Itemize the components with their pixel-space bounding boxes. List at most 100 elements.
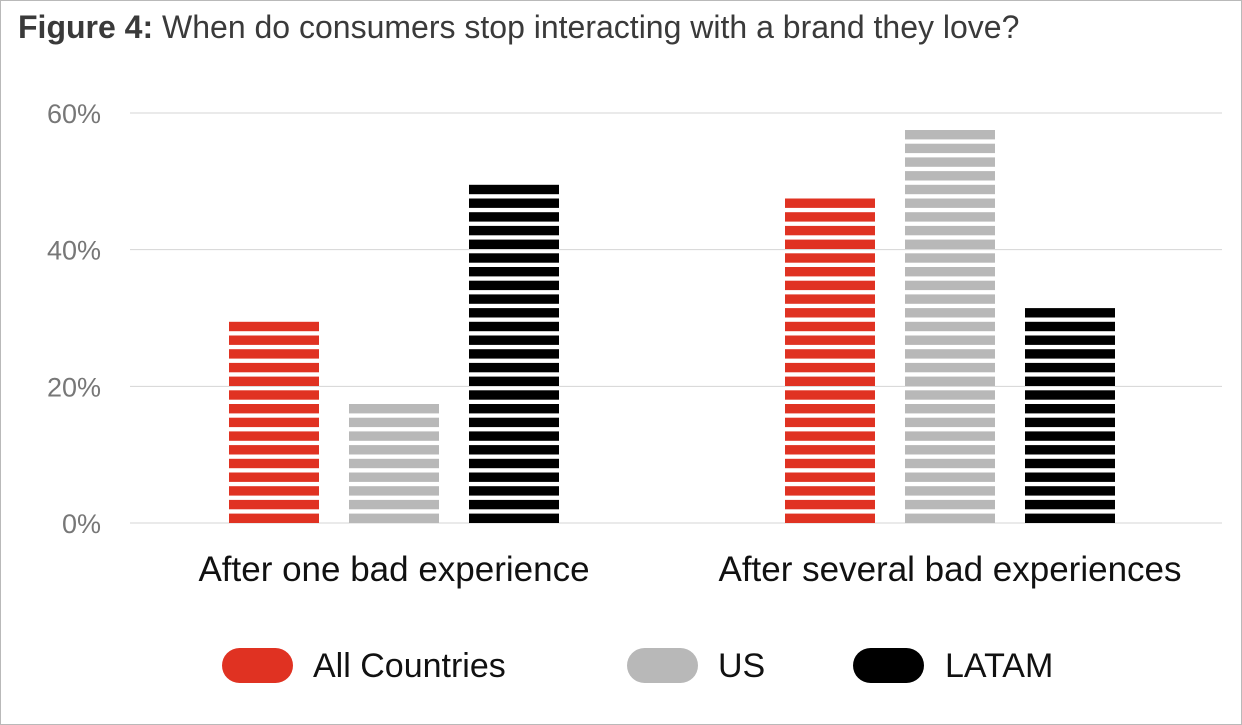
bar-stripe: [349, 431, 439, 441]
y-tick-label: 40%: [47, 236, 101, 266]
bar-stripe: [469, 280, 559, 291]
bar: [785, 198, 875, 523]
bar-stripe: [1025, 390, 1115, 400]
bar-stripe: [1025, 335, 1115, 345]
bar-stripe: [785, 417, 875, 428]
bar-stripe: [905, 349, 995, 359]
bar-stripe: [1025, 321, 1115, 332]
chart-title-lead: Figure 4:: [18, 9, 154, 45]
bar-stripe: [469, 486, 559, 496]
bar-stripe: [905, 212, 995, 222]
legend-label: LATAM: [945, 647, 1053, 685]
y-tick-label: 20%: [47, 372, 101, 402]
bar-stripe: [1025, 458, 1115, 469]
bar-stripe: [905, 445, 995, 455]
bar-stripe: [905, 157, 995, 167]
bar-stripe: [905, 390, 995, 400]
bar-stripe: [469, 458, 559, 469]
bar-stripe: [229, 335, 319, 345]
bar-stripe: [905, 431, 995, 441]
y-tick-label: 0%: [62, 509, 101, 539]
bar-stripe: [905, 239, 995, 249]
bar-stripe: [469, 472, 559, 482]
bar-stripe: [469, 335, 559, 345]
bar-stripe: [1025, 445, 1115, 455]
bar-stripe: [349, 458, 439, 469]
bar: [469, 184, 559, 523]
bar-stripe: [905, 130, 995, 140]
bar-stripe: [349, 417, 439, 428]
bar-stripe: [905, 308, 995, 318]
bar-stripe: [469, 513, 559, 523]
bar-stripe: [1025, 362, 1115, 373]
bar-stripe: [785, 225, 875, 236]
bar-stripe: [469, 184, 559, 195]
bar-stripe: [1025, 513, 1115, 523]
bar-stripe: [905, 362, 995, 373]
bar-stripe: [229, 499, 319, 510]
bar-stripe: [229, 376, 319, 386]
bar-stripe: [905, 376, 995, 386]
legend-label: US: [718, 647, 765, 685]
bar-stripe: [785, 212, 875, 222]
bar-stripe: [785, 280, 875, 291]
bar-stripe: [905, 198, 995, 208]
bar-stripe: [905, 513, 995, 523]
bar-stripe: [785, 445, 875, 455]
bar-stripe: [905, 472, 995, 482]
bar-stripe: [229, 513, 319, 523]
bar-stripe: [905, 225, 995, 236]
bar-stripe: [1025, 431, 1115, 441]
bar-stripe: [785, 499, 875, 510]
bar-stripe: [1025, 417, 1115, 428]
bar-stripe: [469, 198, 559, 208]
bar-stripe: [905, 253, 995, 263]
bar-stripe: [905, 335, 995, 345]
bar-stripe: [229, 390, 319, 400]
bar-stripe: [349, 499, 439, 510]
bar-stripe: [785, 308, 875, 318]
bar-stripe: [1025, 499, 1115, 510]
bar-stripe: [469, 404, 559, 414]
bar-stripe: [905, 486, 995, 496]
bar-stripe: [785, 198, 875, 208]
bar-stripe: [905, 171, 995, 181]
bar-stripe: [469, 431, 559, 441]
bar-stripe: [785, 472, 875, 482]
bar: [1025, 308, 1115, 523]
bar-stripe: [469, 499, 559, 510]
bar-stripe: [785, 404, 875, 414]
bar-stripe: [905, 280, 995, 291]
legend-swatch: [853, 648, 924, 683]
bar-stripe: [785, 294, 875, 304]
bar-stripe: [229, 445, 319, 455]
chart-title-text: When do consumers stop interacting with …: [153, 9, 1020, 45]
bar-stripe: [469, 267, 559, 277]
bar-stripe: [229, 362, 319, 373]
bar-stripe: [229, 486, 319, 496]
bar-stripe: [1025, 349, 1115, 359]
bar-stripe: [905, 294, 995, 304]
bar-stripe: [349, 472, 439, 482]
bar-stripe: [1025, 308, 1115, 318]
bar-stripe: [469, 321, 559, 332]
legend-swatch: [222, 648, 293, 683]
bar-stripe: [905, 417, 995, 428]
bar-stripe: [469, 239, 559, 249]
bar-stripe: [349, 486, 439, 496]
bar-stripe: [785, 253, 875, 263]
bar-stripe: [229, 431, 319, 441]
bar-stripe: [229, 349, 319, 359]
bar-stripe: [785, 390, 875, 400]
y-tick-label: 60%: [47, 99, 101, 129]
bar-stripe: [785, 335, 875, 345]
legend-swatch: [627, 648, 698, 683]
bar: [229, 321, 319, 523]
bar-stripe: [229, 321, 319, 332]
bar-stripe: [905, 321, 995, 332]
bar-stripe: [785, 513, 875, 523]
bar-stripe: [469, 376, 559, 386]
bar-stripe: [785, 376, 875, 386]
bar: [349, 404, 439, 523]
